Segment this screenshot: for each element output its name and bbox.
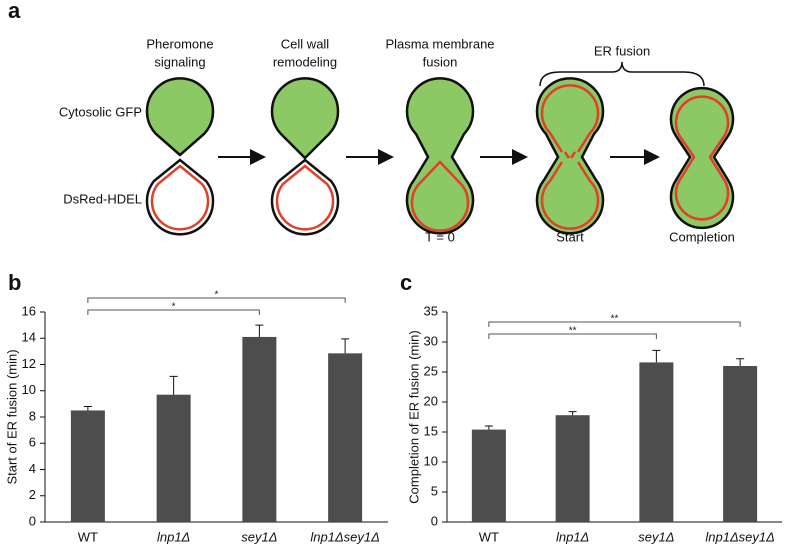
row-label: Cytosolic GFP bbox=[59, 104, 142, 119]
bar bbox=[639, 362, 674, 522]
error-bar bbox=[568, 411, 577, 416]
x-tick-label: lnp1Δ bbox=[556, 529, 589, 544]
y-tick-label: 16 bbox=[22, 303, 36, 318]
y-axis-label: Completion of ER fusion (min) bbox=[406, 330, 421, 503]
x-tick-label: WT bbox=[479, 529, 499, 544]
y-tick-label: 6 bbox=[29, 435, 36, 450]
error-bar bbox=[83, 406, 92, 411]
error-bar bbox=[255, 324, 264, 337]
panel-label: a bbox=[8, 0, 21, 23]
bar bbox=[156, 394, 191, 522]
significance-bracket bbox=[488, 321, 741, 327]
error-bar bbox=[652, 349, 661, 363]
significance-bracket bbox=[87, 309, 260, 315]
y-tick-label: 0 bbox=[29, 513, 36, 528]
y-tick-label: 30 bbox=[424, 333, 438, 348]
panel-label: c bbox=[400, 270, 412, 295]
x-tick-label: lnp1Δsey1Δ bbox=[705, 529, 774, 544]
bar bbox=[471, 429, 506, 522]
significance-bracket bbox=[488, 333, 657, 339]
stage-title: remodeling bbox=[273, 54, 337, 69]
bracket-label: ER fusion bbox=[594, 43, 650, 58]
brace bbox=[539, 61, 705, 87]
y-tick-label: 10 bbox=[424, 453, 438, 468]
stage-title: fusion bbox=[423, 54, 458, 69]
significance-label: ** bbox=[569, 326, 577, 337]
y-tick-label: 35 bbox=[424, 303, 438, 318]
row-label: DsRed-HDEL bbox=[63, 191, 142, 206]
error-bar bbox=[341, 338, 350, 354]
error-bar bbox=[484, 425, 493, 430]
significance-label: ** bbox=[611, 314, 619, 325]
x-tick-label: lnp1Δsey1Δ bbox=[310, 529, 379, 544]
significance-label: * bbox=[172, 302, 176, 313]
y-tick-label: 4 bbox=[29, 461, 36, 476]
cells bbox=[145, 77, 735, 236]
bar bbox=[328, 353, 363, 522]
error-bar bbox=[169, 375, 178, 395]
x-tick-label: WT bbox=[78, 529, 98, 544]
bar bbox=[70, 410, 105, 522]
y-tick-label: 14 bbox=[22, 330, 36, 345]
bar bbox=[242, 336, 277, 522]
stage-title: Pheromone bbox=[146, 36, 213, 51]
y-tick-label: 25 bbox=[424, 363, 438, 378]
stage-title: Cell wall bbox=[281, 36, 330, 51]
x-tick-label: sey1Δ bbox=[241, 529, 277, 544]
x-tick-label: sey1Δ bbox=[638, 529, 674, 544]
significance-label: * bbox=[215, 290, 219, 301]
y-tick-label: 15 bbox=[424, 423, 438, 438]
y-tick-label: 8 bbox=[29, 408, 36, 423]
y-axis-label: Start of ER fusion (min) bbox=[4, 349, 19, 484]
stage-title: signaling bbox=[154, 54, 205, 69]
significance-bracket bbox=[87, 297, 346, 303]
y-tick-label: 20 bbox=[424, 393, 438, 408]
panel-label: b bbox=[8, 270, 21, 295]
y-tick-label: 5 bbox=[431, 483, 438, 498]
stage-title: Plasma membrane bbox=[385, 36, 494, 51]
bar bbox=[723, 366, 758, 522]
y-tick-label: 12 bbox=[22, 356, 36, 371]
x-tick-label: lnp1Δ bbox=[157, 529, 190, 544]
bar bbox=[555, 415, 590, 522]
error-bar bbox=[736, 358, 745, 366]
y-tick-label: 2 bbox=[29, 487, 36, 502]
y-tick-label: 10 bbox=[22, 382, 36, 397]
time-label: Completion bbox=[669, 229, 735, 244]
y-tick-label: 0 bbox=[431, 513, 438, 528]
